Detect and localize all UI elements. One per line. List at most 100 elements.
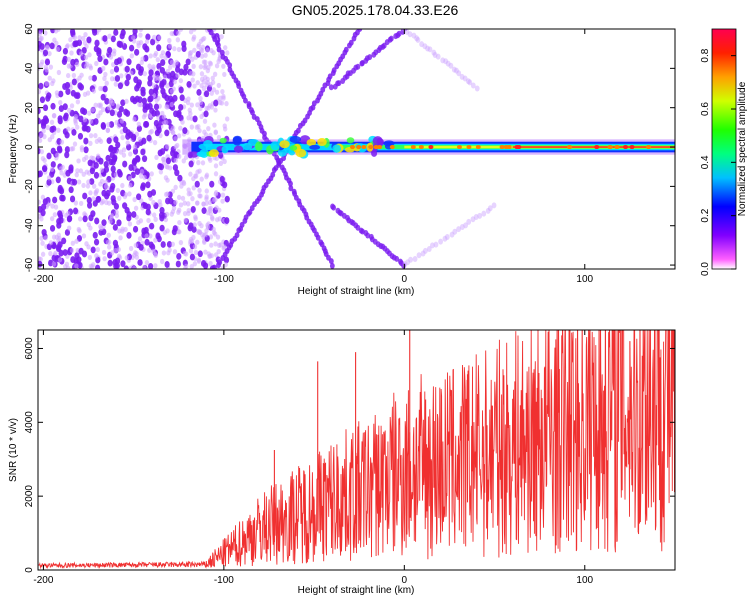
noise-speck <box>188 222 194 230</box>
chirp-mark <box>396 30 402 37</box>
spectrogram-x-axis-label: Height of straight line (km) <box>298 286 415 297</box>
noise-speck <box>165 68 171 75</box>
noise-speck <box>211 264 217 269</box>
noise-speck <box>111 51 117 57</box>
noise-speck <box>38 82 44 90</box>
chirp-mark <box>467 79 473 86</box>
noise-speck <box>166 250 171 256</box>
chirp-mark <box>448 62 454 69</box>
noise-speck <box>76 158 81 164</box>
noise-speck <box>116 168 122 176</box>
noise-speck <box>158 211 165 219</box>
noise-speck <box>94 264 101 269</box>
noise-speck <box>172 225 178 232</box>
noise-speck <box>117 228 122 234</box>
noise-speck <box>105 127 111 133</box>
noise-speck <box>151 248 156 255</box>
noise-speck <box>50 203 55 209</box>
noise-speck <box>132 29 138 35</box>
noise-speck <box>83 54 89 61</box>
noise-speck <box>178 86 184 94</box>
noise-speck <box>187 50 193 56</box>
noise-speck <box>88 225 93 231</box>
chirp-mark <box>427 46 433 53</box>
noise-speck <box>78 247 84 255</box>
noise-speck <box>210 75 215 81</box>
noise-speck <box>219 34 224 40</box>
chirp-mark <box>315 234 321 241</box>
noise-speck <box>175 260 181 268</box>
carrier-blob <box>332 144 342 153</box>
spectrogram-y-tick-label: 0 <box>24 144 35 150</box>
noise-speck <box>202 129 207 135</box>
noise-speck <box>94 217 100 225</box>
noise-speck <box>159 206 165 214</box>
noise-speck <box>180 195 186 201</box>
noise-speck <box>116 195 122 201</box>
noise-speck <box>217 151 224 159</box>
noise-speck <box>109 76 115 82</box>
noise-speck <box>107 259 113 267</box>
noise-speck <box>120 29 126 37</box>
chirp-mark <box>411 32 417 39</box>
noise-speck <box>49 119 55 125</box>
noise-speck <box>161 250 167 256</box>
noise-speck <box>106 232 111 238</box>
noise-speck <box>92 231 98 239</box>
carrier-blob <box>270 141 280 151</box>
spectrogram-y-tick-label: -60 <box>24 257 35 272</box>
noise-speck <box>69 103 75 109</box>
chirp-mark <box>220 255 226 262</box>
noise-speck <box>211 226 216 232</box>
noise-speck <box>216 134 222 141</box>
noise-speck <box>144 38 150 45</box>
noise-speck <box>184 263 189 269</box>
noise-speck <box>38 117 41 125</box>
noise-speck <box>191 34 197 40</box>
noise-speck <box>148 262 154 269</box>
noise-speck <box>197 220 202 227</box>
noise-speck <box>98 157 104 165</box>
chirp-mark <box>459 223 465 230</box>
noise-speck <box>183 154 189 160</box>
chirp-mark <box>435 53 441 60</box>
noise-speck <box>142 112 148 118</box>
noise-speck <box>68 164 74 172</box>
chirp-mark <box>440 57 446 64</box>
noise-speck <box>74 263 79 269</box>
noise-speck <box>190 206 196 213</box>
noise-speck <box>94 138 100 144</box>
noise-speck <box>52 113 57 119</box>
chirp-mark <box>404 29 410 35</box>
noise-speck <box>48 251 53 257</box>
snr-frame <box>37 329 676 571</box>
noise-speck <box>213 231 218 237</box>
noise-speck <box>95 246 101 253</box>
noise-speck <box>213 107 218 113</box>
chirp-mark <box>367 54 373 61</box>
noise-speck <box>88 133 94 139</box>
noise-speck <box>188 248 194 254</box>
noise-speck <box>76 179 82 185</box>
noise-speck <box>65 72 71 79</box>
noise-speck <box>69 146 74 152</box>
noise-speck <box>197 193 202 199</box>
noise-speck <box>178 125 183 131</box>
noise-speck <box>127 191 132 197</box>
colorbar-tick-label: 0.8 <box>700 48 711 62</box>
noise-speck <box>118 235 123 241</box>
noise-speck <box>62 249 68 256</box>
noise-speck <box>67 107 72 113</box>
noise-speck <box>225 116 230 122</box>
carrier-hot-spot <box>514 145 520 150</box>
noise-speck <box>144 238 150 246</box>
noise-speck <box>218 242 223 248</box>
noise-speck <box>189 263 194 269</box>
chirp-mark <box>442 235 448 242</box>
noise-speck <box>136 193 142 201</box>
noise-speck <box>40 209 46 217</box>
colorbar-tick-label: 0.0 <box>700 262 711 276</box>
noise-speck <box>113 65 120 73</box>
noise-speck <box>195 169 200 175</box>
noise-speck <box>175 72 180 78</box>
